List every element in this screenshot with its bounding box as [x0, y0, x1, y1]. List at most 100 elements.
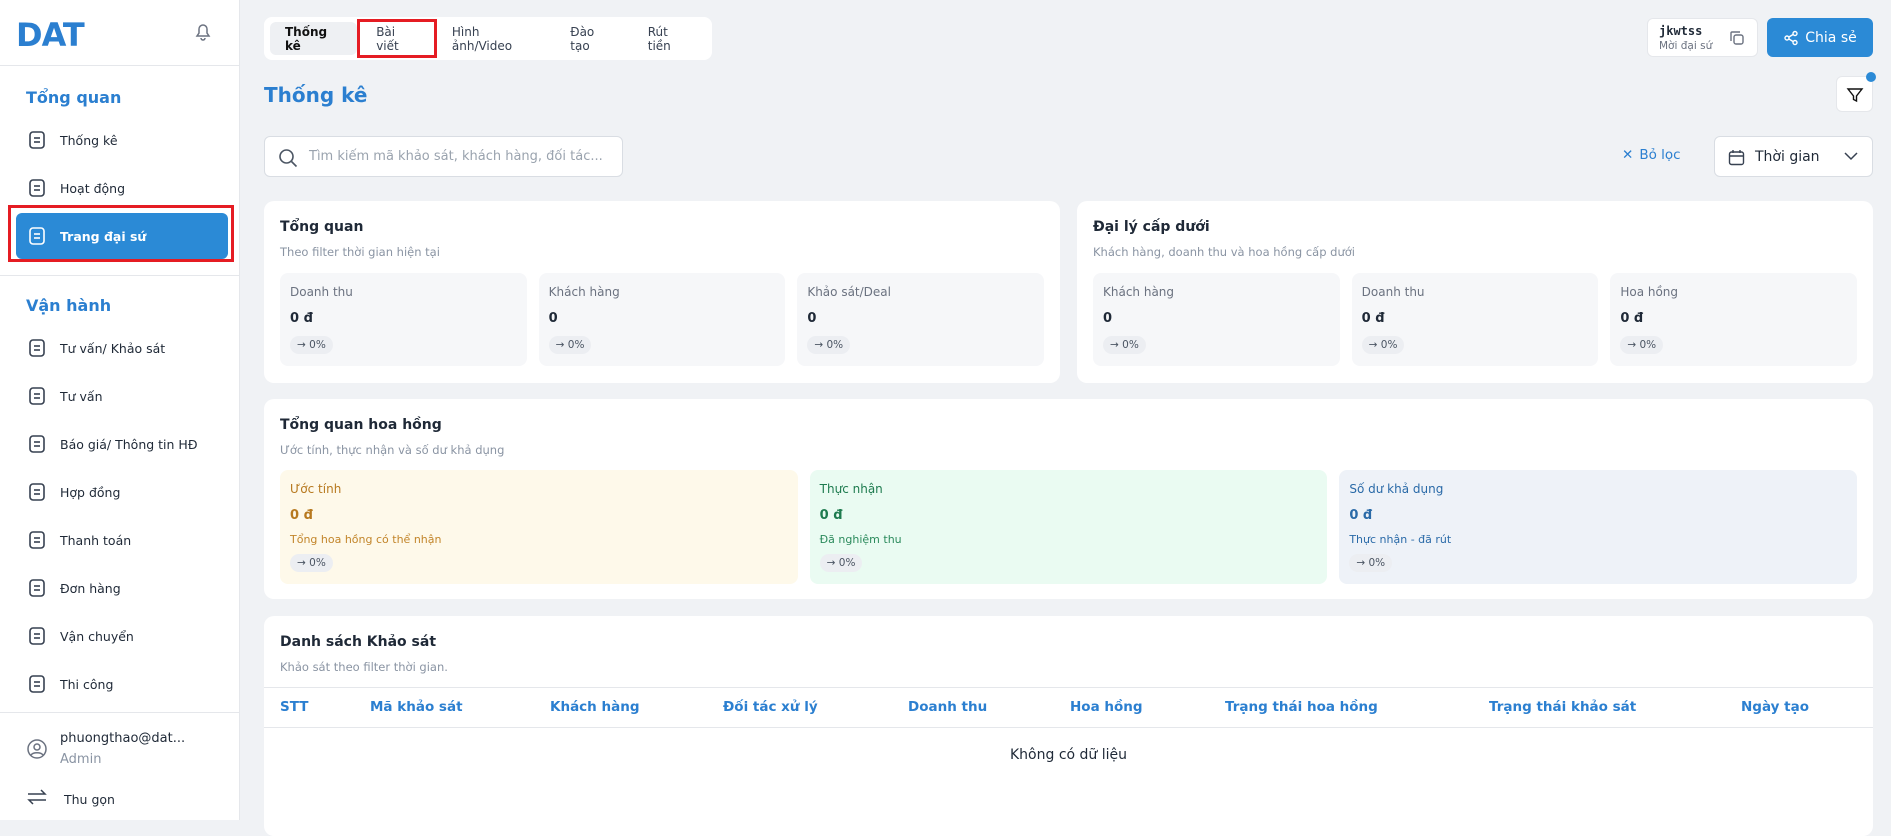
- nav-item[interactable]: Thống kê: [16, 117, 228, 163]
- nav-item[interactable]: Hoạt động: [16, 165, 228, 211]
- card-change: → 0%: [1361, 336, 1405, 354]
- column-header[interactable]: STT: [280, 699, 309, 715]
- nav-item[interactable]: Tư vấn: [16, 373, 228, 419]
- card-note: Đã nghiệm thu: [819, 533, 902, 546]
- nav-item[interactable]: Thanh toán: [16, 517, 228, 563]
- panel: Tổng quan hoa hồng Ước tính, thực nhận và…: [264, 399, 1873, 599]
- share-button[interactable]: Chia sẻ: [1767, 18, 1873, 57]
- card-label: Khách hàng: [1103, 285, 1175, 299]
- panel: Tổng quan Theo filter thời gian hiện tại D…: [264, 201, 1060, 383]
- panel: Danh sách Khảo sát Khảo sát theo filter t…: [264, 616, 1873, 836]
- panel-title: Tổng quan hoa hồng: [280, 417, 442, 433]
- empty-message: Không có dữ liệu: [1009, 747, 1128, 763]
- column-header[interactable]: Hoa hồng: [1070, 699, 1143, 715]
- card-change: → 0%: [807, 336, 851, 354]
- card-value: 0 đ: [1620, 311, 1644, 326]
- nav-label: Thi công: [60, 676, 114, 692]
- divider: [0, 712, 240, 713]
- divider: [0, 65, 240, 66]
- card-change: → 0%: [1349, 554, 1393, 572]
- tab[interactable]: Bài viết: [357, 19, 437, 58]
- card-change: → 0%: [819, 554, 863, 572]
- card-value: 0 đ: [1361, 311, 1385, 326]
- filter-button[interactable]: [1836, 72, 1876, 112]
- card-value: 0: [548, 311, 558, 326]
- panel-subtitle: Theo filter thời gian hiện tại: [280, 245, 440, 259]
- nav-label: Thanh toán: [60, 532, 132, 548]
- card-label: Khách hàng: [548, 285, 620, 299]
- copy-icon: [1728, 29, 1746, 51]
- referral-label: Mời đại sứ: [1659, 40, 1713, 52]
- bell-icon[interactable]: [192, 20, 214, 46]
- stat-card: Hoa hồng 0 đ → 0%: [1610, 273, 1857, 366]
- nav-item[interactable]: Tư vấn/ Khảo sát: [16, 325, 228, 371]
- tab[interactable]: Hình ảnh/Video: [451, 24, 513, 53]
- column-header[interactable]: Doanh thu: [908, 699, 988, 715]
- tab[interactable]: Thống kê: [270, 22, 358, 55]
- page-title: Thống kê: [264, 83, 368, 107]
- section-title: Vận hành: [26, 296, 112, 315]
- card-label: Hoa hồng: [1620, 285, 1679, 299]
- stat-card: Khách hàng 0 → 0%: [1093, 273, 1340, 366]
- stat-card: Khách hàng 0 → 0%: [538, 273, 786, 366]
- stat-card: Doanh thu 0 đ → 0%: [280, 273, 527, 366]
- logo: DAT: [16, 16, 85, 54]
- card-change: → 0%: [1103, 336, 1146, 354]
- time-filter-label: Thời gian: [1755, 148, 1820, 165]
- nav-label: Trang đại sứ: [60, 228, 147, 244]
- section-title: Tổng quan: [26, 88, 122, 107]
- column-header[interactable]: Khách hàng: [550, 699, 640, 715]
- card-label: Ước tính: [290, 482, 342, 496]
- column-header[interactable]: Mã khảo sát: [370, 699, 463, 715]
- panel-subtitle: Ước tính, thực nhận và số dư khả dụng: [280, 443, 505, 457]
- card-value: 0: [1103, 311, 1113, 326]
- column-header[interactable]: Đối tác xử lý: [723, 699, 818, 715]
- nav-item[interactable]: Hợp đồng: [16, 469, 228, 515]
- tab-bar: Thống kê Bài viết Hình ảnh/Video Đào tạo Rút…: [264, 17, 712, 60]
- nav-label: Hợp đồng: [60, 484, 121, 500]
- user-role: Admin: [60, 752, 102, 767]
- column-header[interactable]: Trạng thái khảo sát: [1489, 699, 1637, 715]
- nav-item[interactable]: Vận chuyển: [16, 613, 228, 659]
- clear-filter[interactable]: ✕ Bỏ lọc: [1622, 147, 1681, 163]
- panel-subtitle: Khách hàng, doanh thu và hoa hồng cấp dư…: [1093, 245, 1355, 259]
- nav-item[interactable]: Báo giá/ Thông tin HĐ: [16, 421, 228, 467]
- panel-subtitle: Khảo sát theo filter thời gian.: [280, 660, 448, 674]
- card-value: 0 đ: [1349, 508, 1373, 523]
- card-note: Thực nhận - đã rút: [1349, 533, 1452, 546]
- card-change: → 0%: [1620, 336, 1664, 354]
- nav-item[interactable]: Thi công: [16, 661, 228, 707]
- card-value: 0 đ: [290, 311, 313, 326]
- collapse-icon: [26, 788, 48, 810]
- card-label: Doanh thu: [290, 285, 353, 299]
- card-change: → 0%: [548, 336, 592, 354]
- user-icon: [26, 738, 48, 764]
- referral-code: jkwtss: [1659, 24, 1703, 38]
- nav-item[interactable]: Trang đại sứ: [16, 213, 228, 259]
- card-value: 0: [807, 311, 817, 326]
- collapse[interactable]: Thu gọn: [64, 792, 115, 807]
- time-filter[interactable]: Thời gian: [1714, 136, 1873, 177]
- card-label: Số dư khả dụng: [1349, 482, 1444, 496]
- table-header: STT Mã khảo sát Khách hàng Đối tác xử lý Doa…: [264, 687, 1873, 728]
- card-value: 0 đ: [819, 508, 843, 523]
- nav-label: Tư vấn: [60, 388, 103, 404]
- panel-title: Tổng quan: [280, 219, 364, 235]
- commission-card: Ước tính 0 đ Tổng hoa hồng có thể nhận → 0%: [280, 470, 798, 584]
- column-header[interactable]: Trạng thái hoa hồng: [1225, 699, 1378, 715]
- tab[interactable]: Đào tạo: [570, 24, 595, 53]
- nav-label: Thống kê: [60, 132, 118, 148]
- tab[interactable]: Rút tiền: [647, 24, 671, 53]
- nav-label: Hoạt động: [60, 180, 126, 196]
- card-change: → 0%: [290, 554, 333, 572]
- search-box[interactable]: Tìm kiếm mã khảo sát, khách hàng, đối tá…: [264, 136, 623, 177]
- nav-item[interactable]: Đơn hàng: [16, 565, 228, 611]
- nav-label: Đơn hàng: [60, 580, 121, 596]
- nav-label: Tư vấn/ Khảo sát: [60, 340, 166, 356]
- column-header[interactable]: Ngày tạo: [1741, 699, 1809, 715]
- panel-title: Đại lý cấp dưới: [1093, 219, 1210, 235]
- stat-card: Khảo sát/Deal 0 → 0%: [797, 273, 1044, 366]
- referral-box[interactable]: jkwtss Mời đại sứ: [1647, 18, 1758, 57]
- search-placeholder: Tìm kiếm mã khảo sát, khách hàng, đối tá…: [309, 149, 603, 164]
